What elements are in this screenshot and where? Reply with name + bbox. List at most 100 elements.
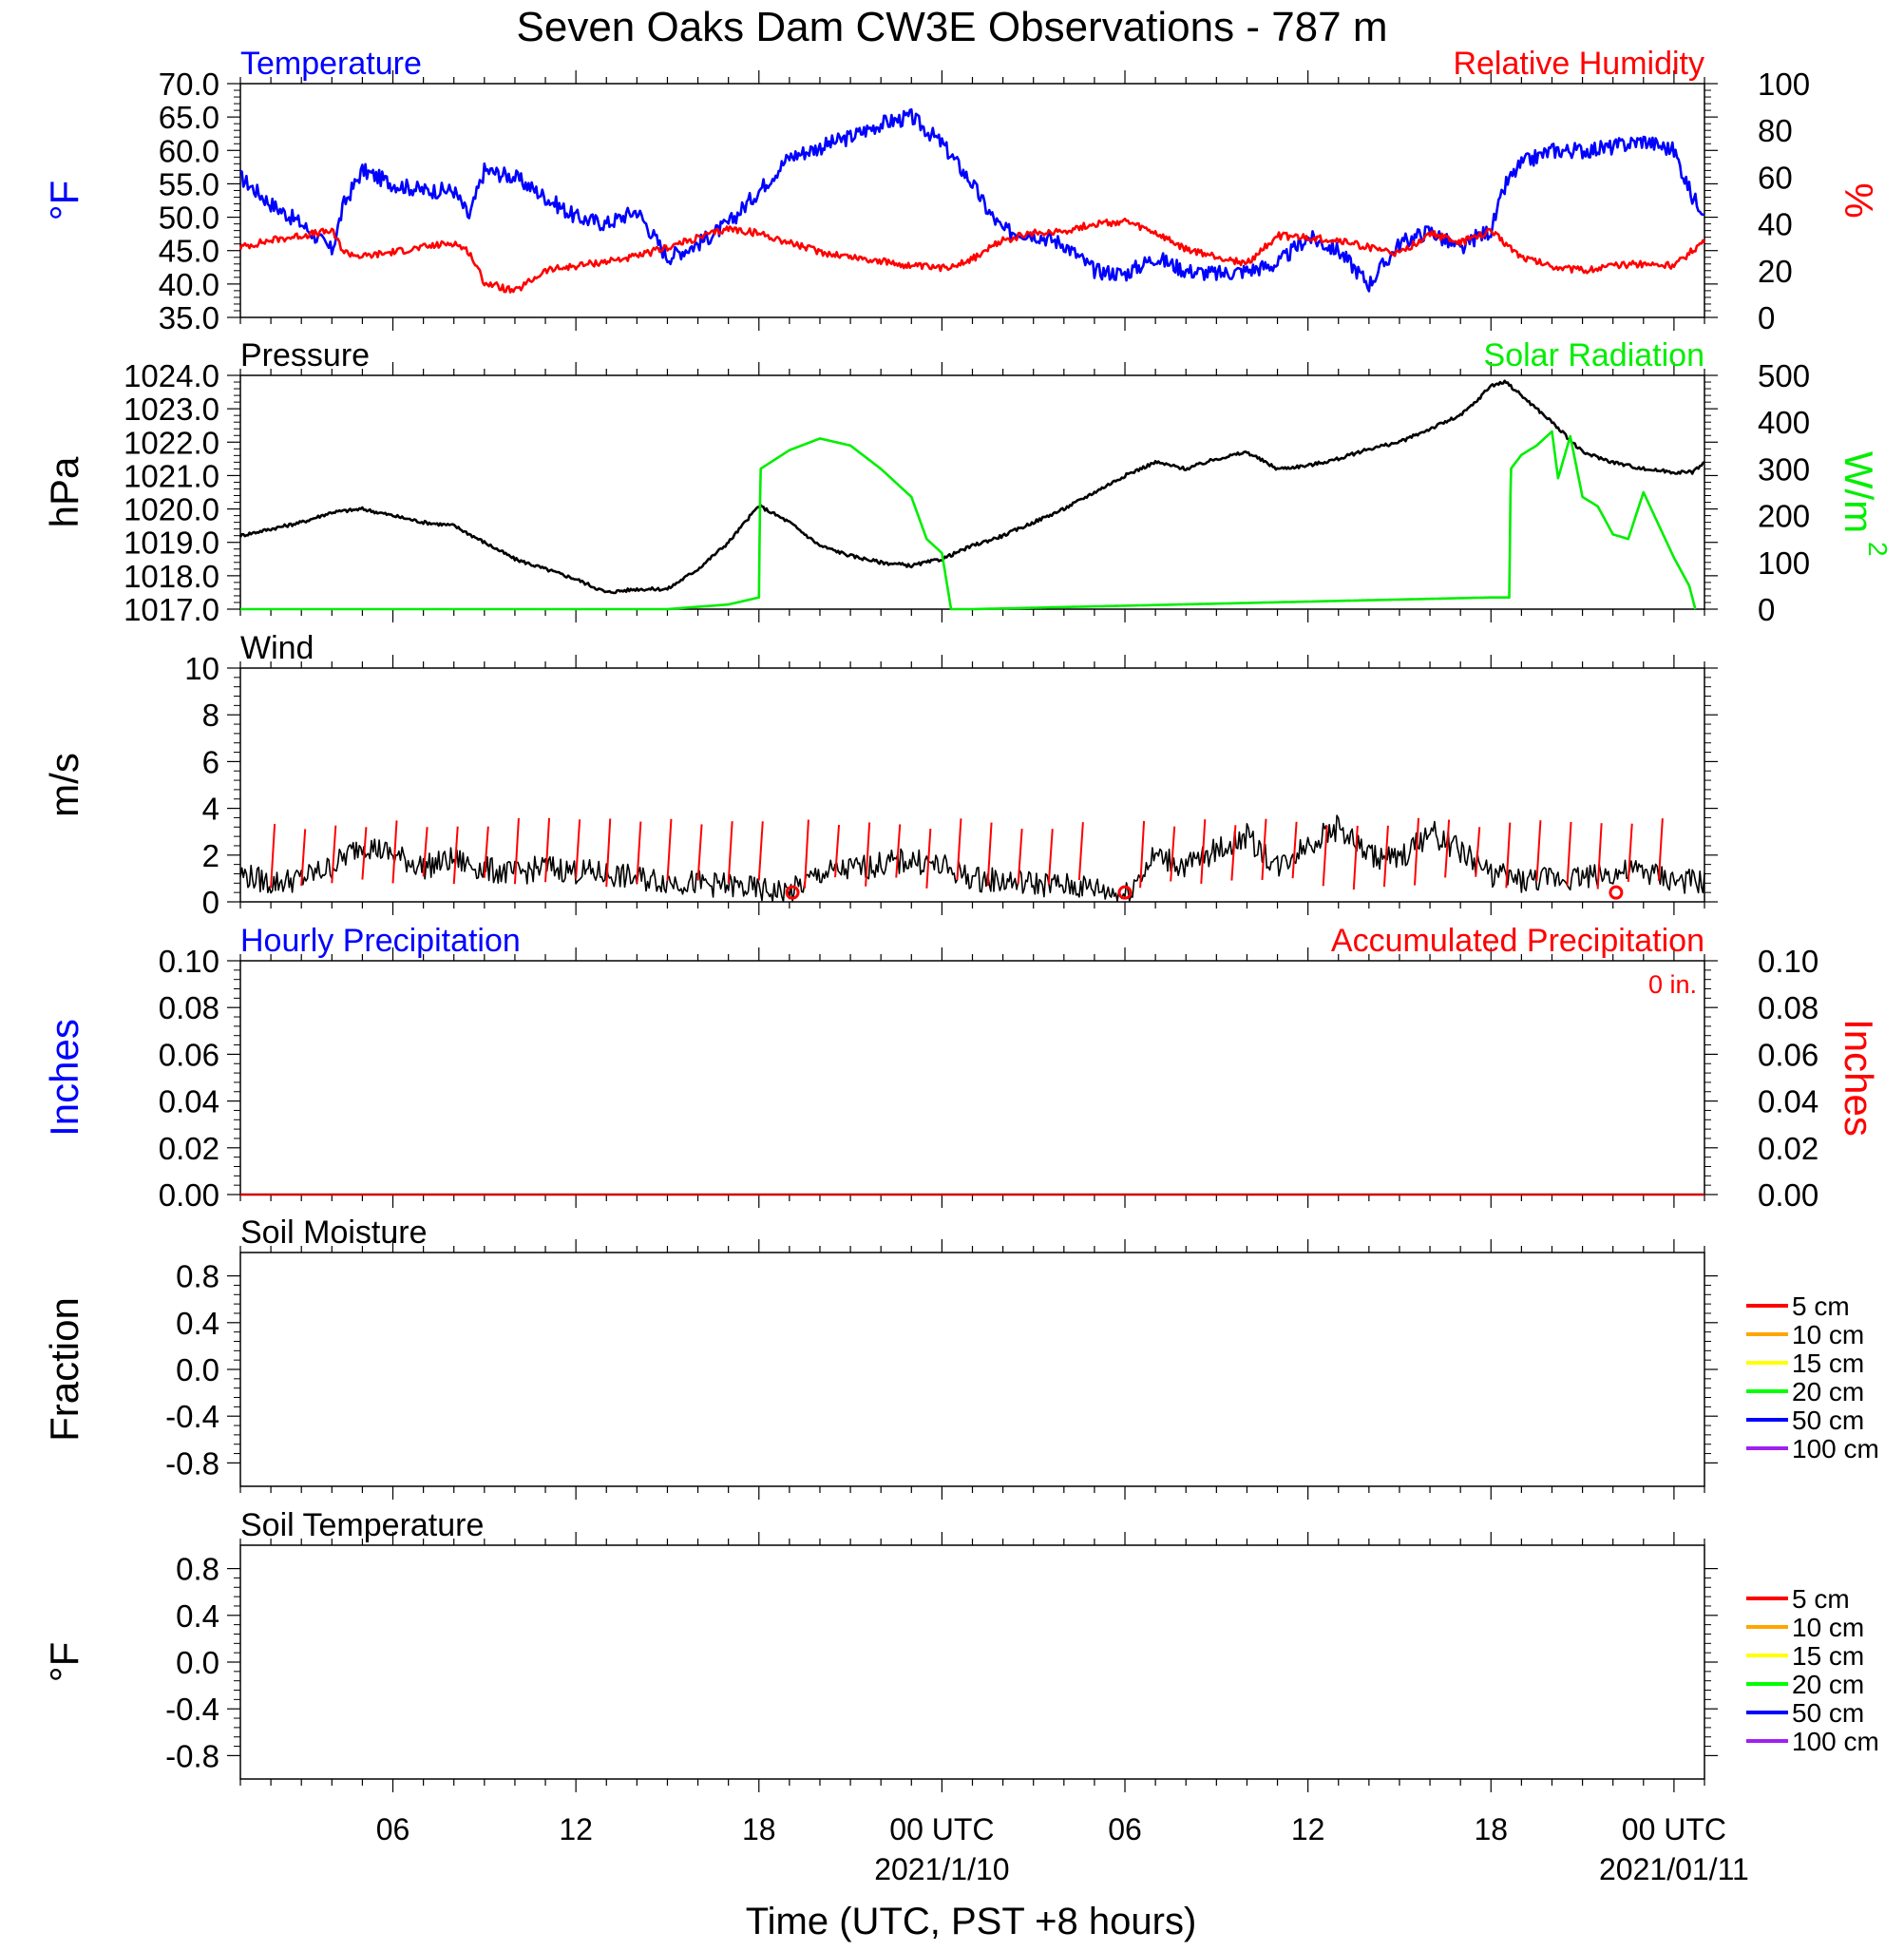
- panel-left-title: Hourly Precipitation: [240, 923, 521, 959]
- y-right-tick-label: 20: [1758, 254, 1793, 289]
- y-tick-label: 8: [202, 698, 219, 733]
- y-right-tick-label: 0.00: [1758, 1177, 1818, 1213]
- wind-barb: [1291, 821, 1298, 879]
- series-line-pressure: [238, 379, 1705, 595]
- wind-barb: [1077, 822, 1084, 881]
- plot-frame: [239, 1252, 1705, 1487]
- y-tick-label: 0.10: [159, 944, 219, 979]
- y-tick-label: 0.02: [159, 1131, 219, 1166]
- y-right-tick-label: 0.06: [1758, 1037, 1818, 1072]
- legend-label: 15 cm: [1792, 1641, 1864, 1671]
- plot-frame: [239, 374, 1705, 610]
- y-tick-label: 0.4: [176, 1306, 219, 1341]
- plot-frame: [239, 960, 1705, 1195]
- wind-barb: [1322, 825, 1328, 887]
- y-tick-label: 45.0: [159, 234, 219, 269]
- y-tick-label: 1020.0: [124, 492, 219, 527]
- wind-barb: [391, 820, 398, 884]
- panel-precip: 0.00 0.02 0.04 0.06 0.08 0.10 0.00 0.02 0.04 0.06…: [42, 923, 1881, 1213]
- y-right-tick-label: 0.04: [1758, 1084, 1818, 1119]
- y-tick-label: 55.0: [159, 166, 219, 201]
- x-tick-label: 06: [376, 1812, 410, 1846]
- panel-wind: 0 2 4 6 8 10 Wind m/s: [42, 630, 1718, 920]
- y-tick-label: 50.0: [159, 201, 219, 236]
- y-right-tick-label: 0.08: [1758, 990, 1818, 1025]
- wind-barb: [865, 822, 871, 887]
- legend-label: 15 cm: [1792, 1348, 1864, 1378]
- legend-label: 100 cm: [1792, 1434, 1879, 1463]
- y-tick-label: 6: [202, 744, 219, 779]
- y-tick-label: 0.8: [176, 1259, 219, 1294]
- wind-barb: [895, 824, 902, 878]
- wind-barb: [1414, 817, 1420, 886]
- wind-barb: [1017, 828, 1023, 885]
- y-tick-label: 70.0: [159, 67, 219, 102]
- legend-label: 10 cm: [1792, 1613, 1864, 1642]
- y-axis-label-left: °F: [42, 181, 86, 220]
- y-tick-label: 1018.0: [124, 559, 219, 594]
- y-axis-label-left: m/s: [42, 753, 86, 817]
- panel-left-title: Pressure: [240, 337, 370, 373]
- legend-label: 20 cm: [1792, 1377, 1864, 1406]
- wind-barb: [1657, 818, 1664, 881]
- wind-barb: [331, 825, 337, 884]
- wind-barb: [757, 821, 764, 881]
- series-line-rh: [238, 218, 1706, 294]
- y-tick-label: 35.0: [159, 300, 219, 335]
- panel-left-title: Soil Moisture: [240, 1215, 428, 1251]
- panel-right-title: Relative Humidity: [1453, 46, 1704, 82]
- calm-wind-marker: [785, 885, 800, 900]
- x-tick-date-label: 2021/1/10: [874, 1852, 1009, 1886]
- x-tick-label: 00 UTC: [889, 1812, 994, 1846]
- legend-label: 5 cm: [1792, 1291, 1850, 1321]
- x-tick-label: 12: [559, 1812, 593, 1846]
- y-tick-label: 0.0: [176, 1645, 219, 1680]
- figure-title: Seven Oaks Dam CW3E Observations - 787 m: [517, 4, 1388, 50]
- y-tick-label: 0.08: [159, 990, 219, 1025]
- y-tick-label: 1019.0: [124, 526, 219, 561]
- wind-barb: [1475, 827, 1481, 877]
- wind-barb: [956, 818, 962, 880]
- y-right-tick-label: 0: [1758, 300, 1775, 335]
- y-tick-label: 0.8: [176, 1552, 219, 1587]
- y-tick-label: 0: [202, 885, 219, 920]
- y-axis-label-right: %: [1837, 182, 1881, 218]
- panel-left-title: Wind: [240, 630, 314, 666]
- panel-left-title: Soil Temperature: [240, 1507, 484, 1543]
- y-tick-label: 40.0: [159, 267, 219, 302]
- y-axis-label-right: W/m: [1837, 451, 1881, 533]
- y-axis-label-left: Fraction: [42, 1297, 86, 1442]
- x-tick-label: 06: [1108, 1812, 1142, 1846]
- y-tick-label: -0.4: [165, 1399, 219, 1434]
- legend-label: 100 cm: [1792, 1727, 1879, 1756]
- x-tick-label: 18: [742, 1812, 776, 1846]
- wind-barb: [483, 826, 489, 878]
- y-axis-label-right: Inches: [1837, 1019, 1881, 1137]
- x-axis-label: Time (UTC, PST +8 hours): [746, 1901, 1197, 1942]
- legend-label: 20 cm: [1792, 1670, 1864, 1699]
- y-tick-label: 4: [202, 792, 219, 827]
- y-tick-label: 0.06: [159, 1037, 219, 1072]
- x-tick-label: 00 UTC: [1622, 1812, 1726, 1846]
- x-tick-labels: 06 12 18 00 UTC 2021/1/10 06 12 18 00 UTC 2021/01…: [376, 1812, 1749, 1886]
- wind-barb: [834, 824, 841, 878]
- y-right-tick-label: 300: [1758, 451, 1810, 487]
- wind-barb: [1566, 821, 1572, 887]
- y-axis-label-superscript: 2: [1863, 542, 1893, 557]
- legend-label: 5 cm: [1792, 1584, 1850, 1614]
- wind-barb: [1352, 825, 1359, 890]
- series-line-temp: [239, 107, 1705, 293]
- wind-barb: [513, 817, 520, 885]
- y-right-tick-label: 100: [1758, 67, 1810, 102]
- wind-barb: [1200, 819, 1207, 884]
- panel-soil_moisture: -0.8 -0.4 0.0 0.4 0.8 Soil Moisture Fraction 5 …: [42, 1215, 1879, 1500]
- y-tick-label: 2: [202, 838, 219, 873]
- panel-pressure_solar: 1017.01018.01019.01020.01021.01022.01023…: [42, 337, 1893, 627]
- wind-barb: [1627, 823, 1633, 883]
- wind-barb: [452, 826, 459, 885]
- legend-label: 50 cm: [1792, 1406, 1864, 1435]
